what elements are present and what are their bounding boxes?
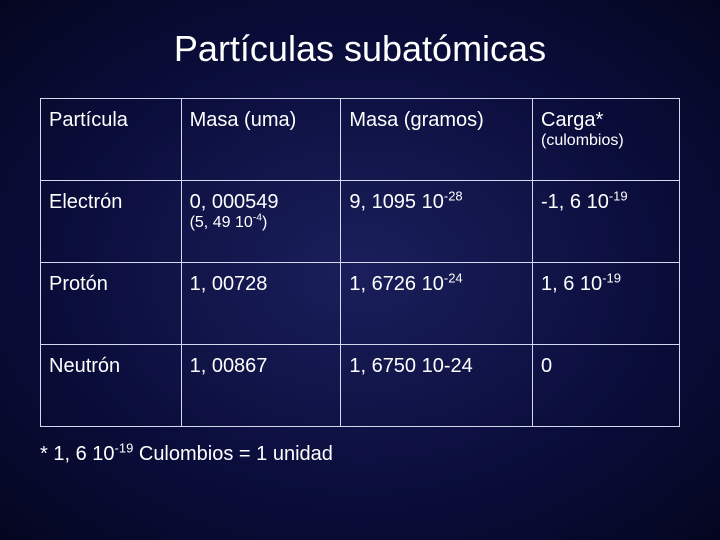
table-row: Neutrón 1, 00867 1, 6750 10-24 0 xyxy=(41,345,680,427)
cell-carga: -1, 6 10-19 xyxy=(533,181,680,263)
cell-particle: Electrón xyxy=(41,181,182,263)
header-col1: Partícula xyxy=(41,99,182,181)
masa-uma-sub: (5, 49 10-4) xyxy=(190,214,333,232)
footnote: * 1, 6 10-19 Culombios = 1 unidad xyxy=(40,443,680,466)
cell-masa-uma: 1, 00728 xyxy=(181,263,341,345)
slide-title: Partículas subatómicas xyxy=(40,28,680,70)
table-row: Electrón 0, 000549 (5, 49 10-4) 9, 1095 … xyxy=(41,181,680,263)
cell-carga: 0 xyxy=(533,345,680,427)
cell-masa-uma: 1, 00867 xyxy=(181,345,341,427)
masa-uma-main: 1, 00867 xyxy=(190,355,268,377)
masa-uma-main: 1, 00728 xyxy=(190,273,268,295)
cell-masa-gramos: 9, 1095 10-28 xyxy=(341,181,533,263)
particles-table: Partícula Masa (uma) Masa (gramos) Carga… xyxy=(40,98,680,427)
cell-carga: 1, 6 10-19 xyxy=(533,263,680,345)
cell-particle: Protón xyxy=(41,263,182,345)
masa-uma-main: 0, 000549 xyxy=(190,191,279,213)
cell-particle: Neutrón xyxy=(41,345,182,427)
table-row: Protón 1, 00728 1, 6726 10-24 1, 6 10-19 xyxy=(41,263,680,345)
header-col3: Masa (gramos) xyxy=(341,99,533,181)
header-col4: Carga* (culombios) xyxy=(533,99,680,181)
cell-masa-gramos: 1, 6726 10-24 xyxy=(341,263,533,345)
header-col2: Masa (uma) xyxy=(181,99,341,181)
header-col4-sub: (culombios) xyxy=(541,132,671,150)
header-col4-main: Carga* xyxy=(541,109,603,131)
cell-masa-uma: 0, 000549 (5, 49 10-4) xyxy=(181,181,341,263)
table-header-row: Partícula Masa (uma) Masa (gramos) Carga… xyxy=(41,99,680,181)
cell-masa-gramos: 1, 6750 10-24 xyxy=(341,345,533,427)
